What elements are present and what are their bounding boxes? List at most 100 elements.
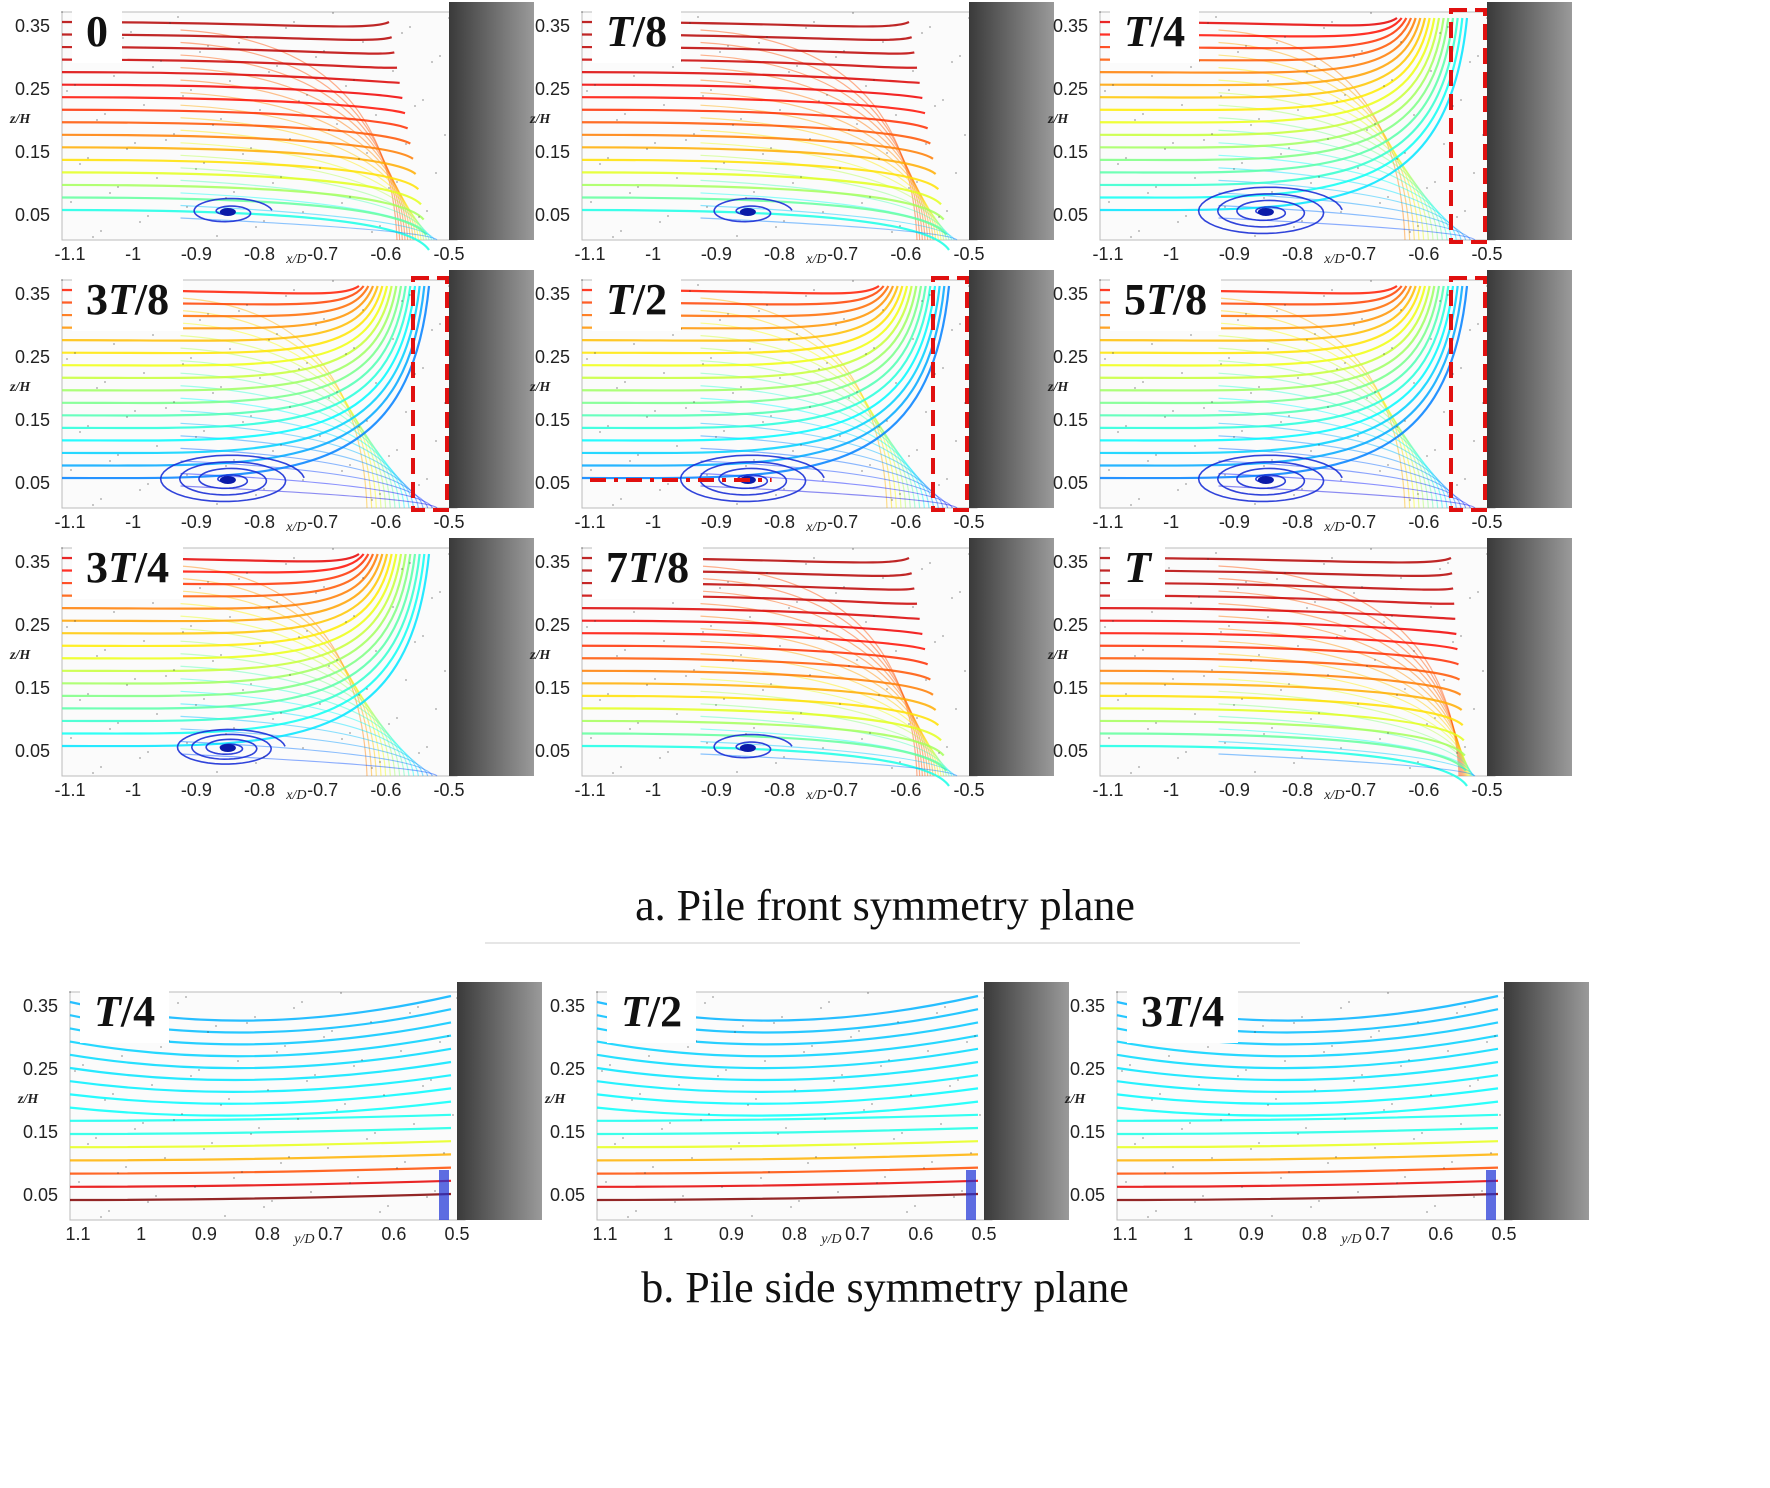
streamline — [700, 628, 931, 777]
time-phase-label: 3T/4 — [1127, 980, 1239, 1043]
streamline — [700, 385, 921, 509]
streamline — [69, 1166, 452, 1175]
x-tick-label: -0.8 — [243, 512, 276, 532]
y-axis-label: z/H — [10, 112, 31, 127]
y-tick-label: 0.35 — [1052, 16, 1088, 36]
streamline — [61, 285, 412, 430]
streamline — [61, 285, 393, 380]
streamline — [596, 1113, 979, 1122]
y-axis-label: z/H — [530, 380, 551, 395]
y-tick-label: 0.35 — [1069, 996, 1105, 1016]
x-tick-label: -0.5 — [433, 512, 465, 532]
streamline — [180, 397, 405, 509]
x-tick-label: -0.6 — [890, 780, 922, 800]
x-tick-label: -0.9 — [1218, 244, 1250, 264]
streamline — [596, 1047, 979, 1070]
streamline — [69, 1113, 452, 1122]
streamline — [180, 715, 424, 777]
streamline — [1218, 485, 1476, 509]
streamline — [700, 397, 925, 509]
side-panel: 0.35 0.25 0.15 0.05 z/H 1.1 1 0.9 0.8 0.7 0.6 0.5 y/… — [535, 980, 1069, 1255]
x-tick-label: -0.6 — [1408, 780, 1440, 800]
front-panel: 0.35 0.25 0.15 0.05 z/H -1.1 -1 -0.9 -0.8 -0.7 -0.… — [1038, 268, 1572, 543]
y-tick-label: 0.35 — [22, 996, 58, 1016]
y-tick-label: 0.05 — [1052, 205, 1088, 225]
x-tick-label: -1.1 — [1092, 244, 1124, 264]
x-tick-label: 0.9 — [1238, 1224, 1264, 1244]
streamline — [581, 285, 918, 392]
streamline — [581, 146, 937, 175]
streamline — [1218, 372, 1434, 509]
streamline — [61, 553, 412, 698]
streamline — [581, 108, 929, 130]
pile-wall — [457, 982, 542, 1220]
near-wall-flow — [966, 1170, 976, 1220]
streamline — [180, 360, 391, 509]
time-phase-label: 3T/4 — [72, 536, 184, 599]
streamline — [1099, 607, 1456, 620]
x-tick-label: 1 — [136, 1224, 147, 1244]
x-tick-label: -1.1 — [54, 244, 86, 264]
streamline — [1099, 694, 1464, 727]
streamline-plot — [596, 982, 1069, 1221]
streamline — [61, 146, 417, 175]
x-tick-label: -0.7 — [307, 780, 339, 800]
y-tick-label: 0.05 — [549, 1185, 585, 1205]
streamline — [1218, 92, 1429, 241]
streamline — [581, 669, 934, 696]
y-tick-label: 0.35 — [534, 284, 570, 304]
front-panel: 0.35 0.25 0.15 0.05 z/H -1.1 -1 -0.9 -0.8 -0.7 -0.… — [0, 0, 534, 275]
streamline — [1099, 17, 1459, 187]
streamline — [700, 472, 953, 509]
streamline — [581, 121, 931, 145]
downflow-region-box — [931, 276, 969, 512]
streamline — [700, 615, 929, 777]
time-phase-label: T/8 — [592, 0, 682, 63]
streamline — [581, 183, 945, 221]
streamline — [61, 183, 425, 221]
streamline — [581, 285, 937, 442]
y-tick-label: 0.35 — [1052, 284, 1088, 304]
y-tick-label: 0.25 — [14, 615, 50, 635]
x-tick-label: 0.7 — [318, 1224, 344, 1244]
streamline — [581, 657, 931, 681]
front-panel: 0.35 0.25 0.15 0.05 z/H -1.1 -1 -0.9 -0.8 -0.7 -0.… — [520, 0, 1054, 275]
time-phase-label: 0 — [72, 0, 122, 63]
x-tick-label: -0.7 — [1345, 780, 1377, 800]
streamline — [1218, 142, 1448, 241]
streamline — [1218, 472, 1471, 509]
y-tick-label: 0.15 — [534, 410, 570, 430]
streamline — [700, 740, 955, 777]
streamline — [1116, 1113, 1499, 1122]
x-tick-label: -1 — [1163, 780, 1180, 800]
y-tick-label: 0.35 — [534, 16, 570, 36]
x-tick-label: 0.8 — [254, 1224, 281, 1244]
streamline — [596, 1140, 979, 1149]
streamline — [1099, 744, 1468, 787]
streamline — [180, 460, 429, 509]
streamline — [61, 553, 421, 723]
streamline — [1218, 690, 1471, 777]
streamline — [1218, 117, 1439, 241]
vortex-core — [219, 208, 236, 216]
streamline — [61, 121, 411, 145]
downflow-region-box — [1449, 8, 1487, 244]
streamline — [700, 360, 911, 509]
streamline — [1218, 204, 1471, 241]
streamline — [700, 703, 947, 777]
x-tick-label: 0.8 — [1301, 1224, 1328, 1244]
streamline — [180, 703, 419, 777]
streamline — [1218, 615, 1464, 777]
y-tick-label: 0.15 — [1069, 1122, 1105, 1142]
streamline — [180, 678, 410, 777]
x-tick-label: -0.7 — [827, 244, 859, 264]
streamline — [1116, 1060, 1499, 1082]
streamline — [700, 129, 939, 241]
y-axis-label: z/H — [1048, 380, 1069, 395]
streamline — [1099, 285, 1422, 355]
streamline — [581, 208, 950, 251]
streamline — [596, 1034, 979, 1058]
streamline — [581, 96, 926, 115]
y-tick-label: 0.05 — [534, 473, 570, 493]
streamline — [61, 553, 403, 673]
